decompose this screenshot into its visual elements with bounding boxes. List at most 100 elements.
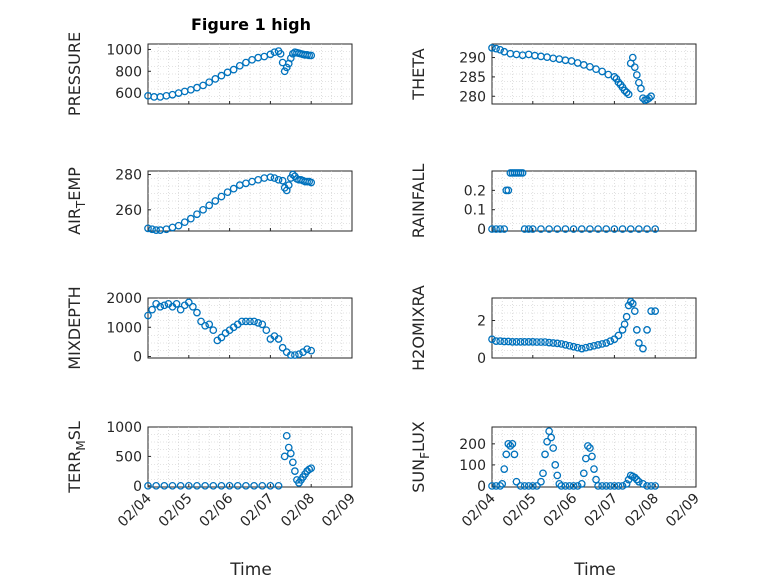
data-point [144, 311, 152, 320]
data-point [635, 477, 643, 486]
data-point [590, 465, 598, 473]
data-point [174, 221, 183, 230]
y-tick-label: 200 [459, 437, 486, 453]
y-axis-label-subscript: F [418, 452, 432, 459]
data-point [569, 482, 578, 490]
data-point [295, 350, 303, 359]
data-point [614, 78, 623, 87]
y-tick-label: 2000 [106, 291, 142, 307]
data-point [286, 449, 295, 458]
x-tick-label: 02/06 [197, 490, 237, 530]
data-point [229, 65, 238, 74]
data-point [225, 481, 234, 490]
data-point [235, 61, 244, 70]
y-tick-label: 260 [115, 203, 142, 219]
data-point [500, 337, 509, 346]
data-point [199, 81, 207, 90]
data-point [630, 63, 639, 72]
data-point [274, 335, 283, 343]
data-point [152, 226, 161, 234]
data-point [620, 86, 629, 95]
data-point [280, 452, 289, 461]
data-point [553, 339, 562, 348]
data-point [635, 225, 643, 233]
data-point [632, 326, 641, 334]
data-point [602, 339, 611, 347]
data-point [581, 343, 590, 352]
data-point [647, 482, 655, 490]
data-point [492, 337, 500, 345]
data-point [184, 481, 193, 490]
data-point [561, 341, 570, 349]
data-point [606, 337, 615, 345]
y-axis-label-rest: EMP [65, 167, 84, 201]
data-point [541, 338, 549, 346]
data-point [632, 475, 641, 484]
y-axis-label-subscript: T [74, 200, 88, 209]
data-point [205, 78, 214, 87]
x-tick-label: 02/05 [156, 491, 196, 531]
data-point [217, 71, 226, 80]
data-point [189, 302, 197, 311]
data-point [510, 450, 519, 459]
data-point [288, 170, 297, 179]
data-point [205, 201, 214, 210]
data-point [637, 84, 645, 93]
data-point [274, 175, 283, 184]
data-point [201, 321, 209, 330]
data-point [622, 312, 631, 321]
data-point [242, 58, 250, 67]
data-point [307, 346, 316, 355]
data-point [651, 225, 660, 233]
data-point [242, 481, 250, 490]
data-point [250, 481, 258, 490]
y-axis-label: PRESSURE [65, 32, 84, 116]
data-point [217, 333, 226, 342]
data-point [541, 450, 549, 459]
data-point [618, 225, 627, 233]
data-point [549, 339, 558, 347]
data-point [266, 173, 275, 182]
y-tick-label: 0 [477, 479, 486, 495]
data-point [193, 481, 201, 490]
data-point [528, 225, 537, 233]
data-point [288, 458, 297, 467]
data-point [144, 481, 152, 490]
data-point [610, 482, 619, 490]
data-point [610, 73, 619, 81]
x-tick-label: 02/08 [278, 491, 318, 531]
y-axis-label: THETA [409, 48, 428, 100]
y-axis-label-main: SUN [409, 459, 428, 493]
y-tick-label: 1000 [106, 420, 142, 436]
data-point [520, 482, 529, 490]
x-tick-label: 02/06 [541, 490, 581, 530]
data-point [524, 338, 533, 346]
y-axis-label: TERRMSL [65, 421, 88, 494]
data-point [492, 225, 500, 233]
data-point [488, 225, 496, 233]
data-point [307, 178, 316, 187]
data-point [545, 225, 553, 233]
data-point [516, 338, 525, 346]
y-tick-label: 280 [459, 89, 486, 105]
data-point [553, 471, 562, 480]
data-point [643, 482, 651, 490]
data-point [626, 225, 635, 233]
data-point [237, 317, 246, 326]
data-point [209, 481, 218, 490]
data-point [282, 431, 291, 440]
data-point [528, 338, 537, 346]
data-point [496, 225, 505, 233]
data-point [537, 477, 545, 486]
subplot-5: 0 1000 2000 MIXDEPTH [65, 286, 353, 370]
data-point [508, 439, 517, 448]
x-axis-label-left: Time [229, 560, 272, 580]
data-point [588, 452, 596, 461]
data-point [565, 341, 574, 350]
y-tick-label: 1000 [106, 320, 142, 336]
data-point [632, 71, 641, 79]
data-point [512, 477, 521, 486]
data-point [209, 326, 218, 335]
data-point [645, 94, 653, 103]
